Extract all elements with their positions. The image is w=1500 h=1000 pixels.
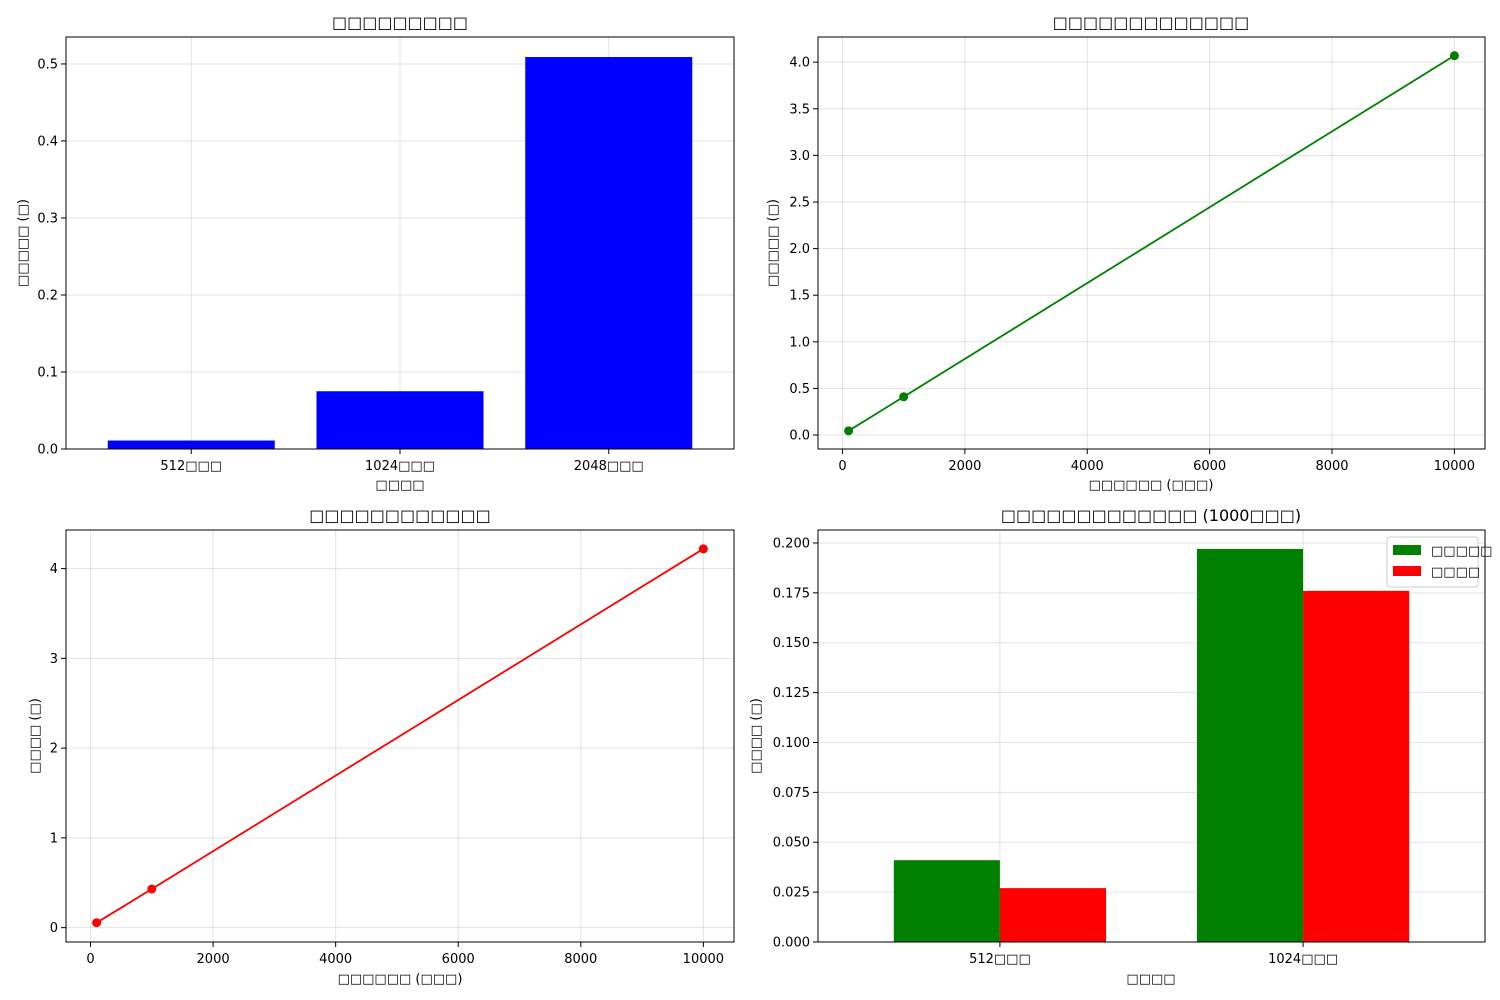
bar: [525, 57, 693, 449]
bar: [1303, 590, 1410, 942]
y-tick-label: 0: [50, 921, 58, 936]
x-tick-label: 1024□□□: [1268, 952, 1338, 967]
x-tick-label: 0: [838, 459, 846, 474]
x-tick-label: 8000: [1315, 459, 1348, 474]
x-tick-label: 512□□□: [969, 952, 1031, 967]
y-tick-label: 3.0: [789, 149, 810, 164]
data-point: [147, 884, 157, 894]
x-axis-label: □□□□: [1126, 972, 1175, 987]
legend-label: □□□□□: [1431, 544, 1492, 559]
x-tick-label: 4000: [1071, 459, 1104, 474]
y-axis-label: □□□□ (□): [749, 698, 764, 774]
y-tick-label: 4: [50, 562, 58, 577]
data-point: [698, 544, 708, 554]
y-tick-label: 1.0: [789, 335, 810, 350]
x-tick-label: 2000: [197, 952, 230, 967]
y-tick-label: 0.0: [789, 429, 810, 444]
y-tick-label: 2.5: [789, 195, 810, 210]
y-tick-label: 0.4: [37, 134, 58, 149]
x-axis-label: □□□□□□ (□□□): [338, 972, 463, 987]
plot-frame: [817, 36, 1486, 450]
bar: [893, 860, 1000, 942]
y-tick-label: 0.025: [773, 886, 810, 901]
data-point: [844, 426, 854, 436]
y-tick-label: 0.100: [773, 736, 810, 751]
x-tick-label: 4000: [319, 952, 352, 967]
chart-title: □□□□□□□□□□□□□: [1053, 13, 1250, 32]
plot-frame: [65, 529, 735, 943]
y-axis-label: □□□□□ (□): [766, 199, 781, 287]
y-tick-label: 0.150: [773, 636, 810, 651]
y-tick-label: 0.000: [773, 936, 810, 951]
panel-query-line-chart: 0 1 2 3 4 0 2000 4000 6000 8000 10000 □□□□□□□□□□□□…: [28, 506, 735, 987]
data-point: [1449, 51, 1459, 61]
y-tick-label: 0.125: [773, 686, 810, 701]
chart-title: □□□□□□□□□□□□: [309, 506, 490, 525]
chart-title: □□□□□□□□□: [332, 13, 468, 32]
x-tick-label: 6000: [1193, 459, 1226, 474]
chart-title: □□□□□□□□□□□□□ (1000□□□): [1001, 506, 1301, 525]
y-tick-label: 3.5: [789, 102, 810, 117]
y-tick-label: 1.5: [789, 289, 810, 304]
x-axis-label: □□□□□□ (□□□): [1089, 478, 1214, 493]
x-tick-label: 2000: [948, 459, 981, 474]
legend-label: □□□□: [1431, 565, 1480, 580]
data-point: [92, 918, 102, 928]
x-tick-label: 10000: [1434, 459, 1475, 474]
bar: [1196, 548, 1304, 942]
y-tick-label: 2.0: [789, 242, 810, 257]
y-tick-label: 2: [50, 742, 58, 757]
y-tick-label: 4.0: [789, 56, 810, 71]
x-axis-label: □□□□: [375, 478, 424, 493]
bar: [316, 391, 484, 449]
x-tick-label: 512□□□: [160, 459, 222, 474]
y-tick-label: 0.200: [773, 536, 810, 551]
y-tick-label: 0.1: [37, 365, 58, 380]
x-tick-label: 1024□□□: [365, 459, 435, 474]
panel-grouped-bar-chart: 0.000 0.025 0.050 0.075 0.100 0.125 0.150 0.175…: [749, 506, 1492, 987]
y-tick-label: 0.075: [773, 786, 810, 801]
y-tick-label: 0.5: [789, 382, 810, 397]
x-tick-label: 2048□□□: [574, 459, 644, 474]
x-tick-label: 10000: [683, 952, 724, 967]
y-tick-label: 0.5: [37, 57, 58, 72]
y-tick-label: 0.175: [773, 586, 810, 601]
bar: [107, 440, 275, 449]
bar: [999, 888, 1107, 942]
y-tick-label: 0.2: [37, 288, 58, 303]
data-point: [899, 392, 909, 402]
legend-swatch: [1393, 566, 1421, 576]
y-axis-label: □□□□ (□): [28, 698, 43, 774]
legend-swatch: [1393, 545, 1421, 555]
y-tick-label: 0.050: [773, 836, 810, 851]
panel-scaling-line-chart: 0.0 0.5 1.0 1.5 2.0 2.5 3.0 3.5 4.0 0 2000 4000 6000…: [766, 13, 1486, 493]
y-tick-label: 3: [50, 652, 58, 667]
panel-build-time-chart: 0.0 0.1 0.2 0.3 0.4 0.5 512□□□ 1024□□□ 2048□□□ □…: [16, 13, 735, 493]
x-tick-label: 6000: [442, 952, 475, 967]
x-tick-label: 8000: [564, 952, 597, 967]
y-tick-label: 0.3: [37, 211, 58, 226]
x-tick-label: 0: [86, 952, 94, 967]
y-axis-label: □□□□□ (□): [16, 199, 31, 287]
plot-frame: [817, 529, 1486, 943]
y-tick-label: 1: [50, 831, 58, 846]
y-tick-label: 0.0: [37, 443, 58, 458]
